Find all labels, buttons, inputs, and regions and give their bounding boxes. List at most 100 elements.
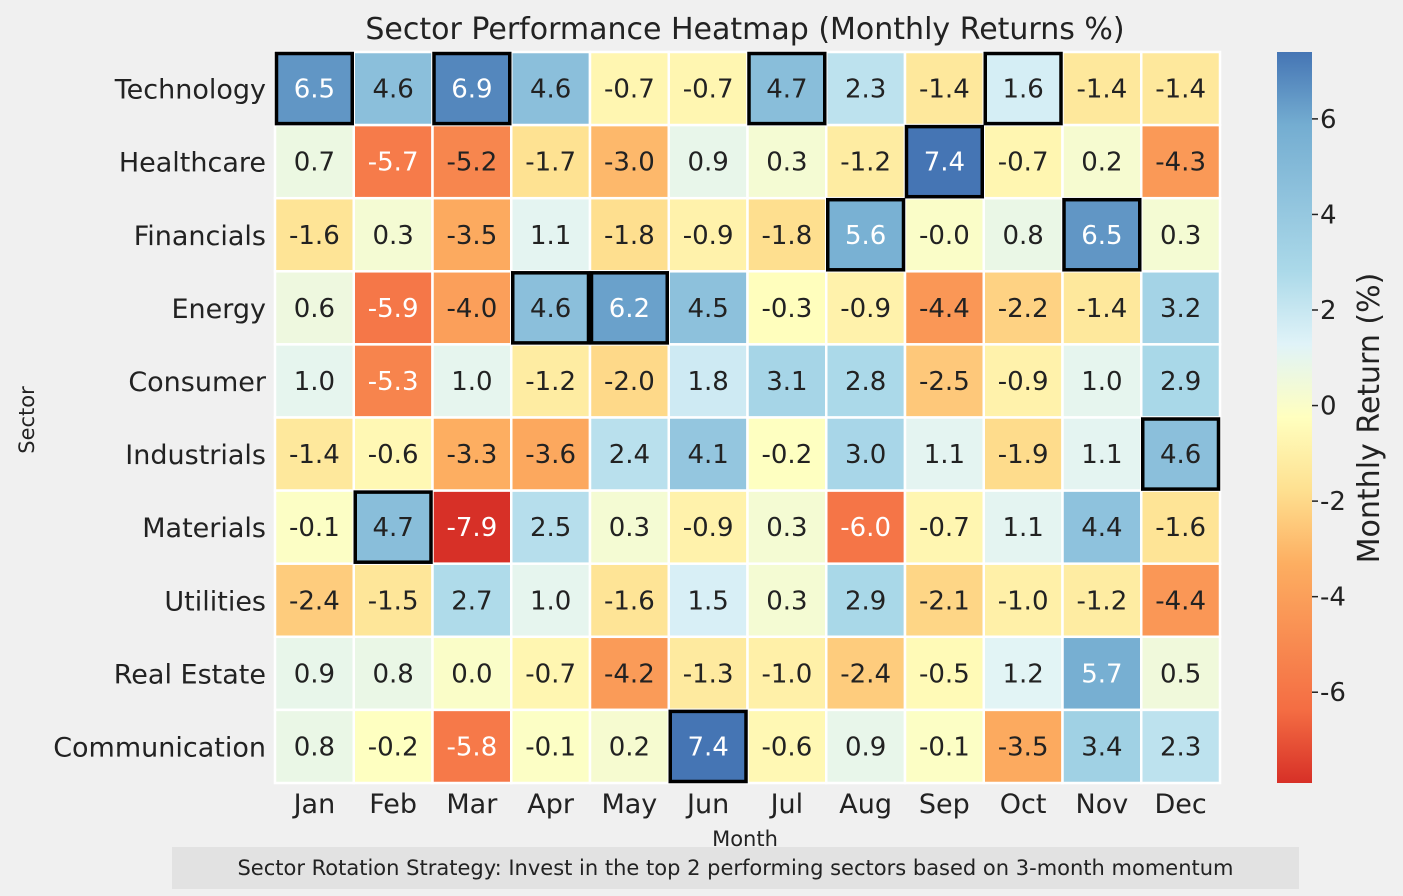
cell-value-label: 0.3 [609,513,650,543]
cell-value-label: -3.5 [998,732,1049,762]
heatmap-cell [352,635,434,712]
cell-value-label: 4.6 [530,75,571,105]
heatmap-cell [588,562,670,639]
colorbar-ticks: -6 -4 -2 0 2 4 6 [1312,105,1346,708]
heatmap-cell [510,562,592,639]
sector-label: Utilities [164,586,266,617]
month-label: Aug [839,789,892,820]
heatmap-cell [273,416,355,492]
heatmap-cell [1140,50,1222,127]
heatmap-cell [1140,708,1222,785]
heatmap-cell [1061,123,1143,200]
cell-value-label: -0.2 [368,732,419,762]
cell-value-label: -5.3 [368,367,419,397]
cell-value-label: -1.3 [683,659,734,689]
colorbar-tick-label: 0 [1320,392,1337,422]
heatmap-cell [825,416,907,492]
heatmap-cell [903,416,985,492]
heatmap-cell [903,635,985,712]
heatmap-cell [352,123,434,200]
heatmap-cell [667,270,749,346]
cell-value-label: -1.6 [1155,513,1206,543]
highlight-border [1141,417,1221,491]
heatmap-cell [667,635,749,712]
heatmap-cell [431,196,513,273]
cell-value-label: 0.3 [766,586,807,616]
cell-value-label: 0.9 [294,659,335,689]
month-label: Feb [369,789,417,820]
cell-value-label: 0.9 [845,732,886,762]
heatmap-cell [667,489,749,565]
cell-value-label: -0.9 [683,513,734,543]
cell-value-label: -1.6 [604,586,655,616]
strategy-note: Sector Rotation Strategy: Invest in the … [172,847,1299,889]
heatmap-cell [903,270,985,346]
heatmap-cell [825,635,907,712]
cell-value-label: -4.4 [919,294,970,324]
heatmap-cell [746,196,828,273]
cell-value-label: -5.9 [368,294,419,324]
heatmap-cell [510,416,592,492]
heatmap-cell [746,708,828,785]
heatmap-cell [352,50,434,127]
cell-value-label: 1.1 [1081,440,1122,470]
colorbar-tick-label: -2 [1320,487,1346,517]
cell-value-label: 4.7 [372,513,413,543]
cell-value-label: 3.2 [1160,294,1201,324]
heatmap-cell [510,489,592,565]
cell-value-label: 2.8 [845,367,886,397]
cell-value-label: 5.6 [845,221,886,251]
cell-value-label: 1.5 [687,586,728,616]
sector-label: Healthcare [119,148,266,179]
cell-value-label: 4.6 [1160,440,1201,470]
cell-value-label: -4.4 [1155,586,1206,616]
cell-value-label: -0.1 [525,732,576,762]
chart-title: Sector Performance Heatmap (Monthly Retu… [365,12,1124,47]
cell-value-label: -2.4 [289,586,340,616]
cell-value-label: -1.9 [998,440,1049,470]
sector-label: Technology [114,75,266,106]
month-label: Jul [769,789,804,820]
cell-value-label: 1.8 [687,367,728,397]
sector-label: Communication [53,732,266,763]
cell-value-label: -0.6 [368,440,419,470]
cell-value-label: 6.5 [1081,221,1122,251]
cell-value-label: 3.0 [845,440,886,470]
month-label: Mar [446,789,498,820]
cell-value-label: -6.0 [840,513,891,543]
month-label: Apr [527,789,575,820]
cell-value-label: 2.7 [451,586,492,616]
sector-labels: Technology Healthcare Financials Energy Cons… [53,75,267,764]
heatmap-cell [746,489,828,565]
cell-value-label: -2.1 [919,586,970,616]
cell-value-label: -1.4 [919,75,970,105]
cell-value-label: 6.9 [451,75,492,105]
cell-value-label: 1.0 [530,586,571,616]
cell-value-label: 4.6 [530,294,571,324]
highlight-border [904,124,984,199]
sector-label: Real Estate [114,659,266,690]
heatmap-cell [1140,123,1222,200]
cell-value-label: 1.1 [924,440,965,470]
cell-value-label: 2.9 [1160,367,1201,397]
cell-value-label: 1.0 [451,367,492,397]
heatmap-cell [273,343,355,419]
sector-label: Energy [171,294,266,325]
heatmap-cell [273,562,355,639]
heatmap-cell [746,416,828,492]
cell-value-label: 0.8 [1002,221,1043,251]
cell-value-label: 4.5 [687,294,728,324]
cell-value-label: 4.7 [766,75,807,105]
cell-value-label: -0.2 [762,440,813,470]
cell-value-label: 1.2 [1002,659,1043,689]
cell-value-label: 1.6 [1002,75,1043,105]
cell-value-label: -3.5 [447,221,498,251]
cell-value-label: 2.3 [845,75,886,105]
cell-value-label: -2.0 [604,367,655,397]
colorbar-tick-label: -4 [1320,583,1346,613]
highlight-border [668,709,748,784]
cell-value-label: 1.0 [1081,367,1122,397]
heatmap-cell [667,50,749,127]
cell-value-label: -0.1 [919,732,970,762]
cell-value-label: 2.3 [1160,732,1201,762]
